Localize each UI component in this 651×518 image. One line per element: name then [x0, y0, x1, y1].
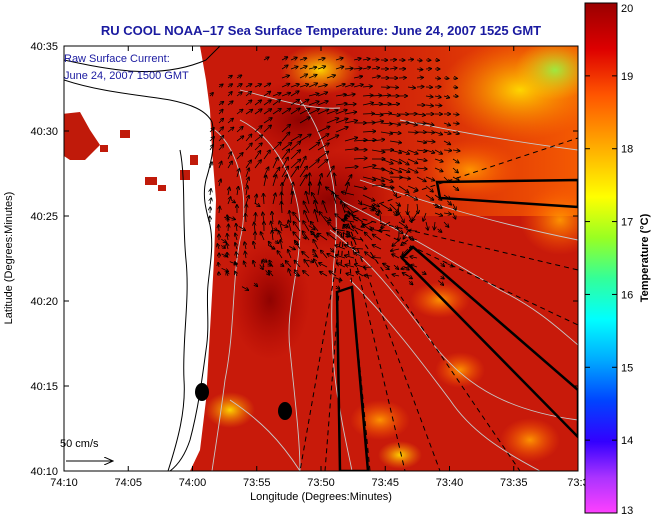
y-tick-label: 40:10	[30, 466, 58, 478]
coastline	[64, 79, 215, 471]
y-tick-label: 40:25	[30, 211, 58, 223]
x-tick-label: 74:05	[114, 477, 142, 489]
region-outline-south	[335, 285, 370, 471]
colorbar-tick-label: 20	[621, 3, 633, 15]
colorbar: 20 19 18 17 16 15 14 13 Temperature (°C)	[584, 2, 651, 517]
colorbar-tick-label: 14	[621, 435, 633, 447]
x-tick-label: 73:35	[500, 477, 528, 489]
x-tick-label: 74:10	[50, 477, 78, 489]
marker-dot-1	[195, 383, 209, 401]
study-region-outlines	[335, 178, 578, 471]
colorbar-ticks: 20 19 18 17 16 15 14 13	[585, 2, 633, 517]
x-tick-label: 73:40	[436, 477, 464, 489]
map-title: RU COOL NOAA–17 Sea Surface Temperature:…	[101, 23, 541, 38]
y-tick-label: 40:15	[30, 381, 58, 393]
y-tick-label: 40:30	[30, 126, 58, 138]
colorbar-tick-label: 18	[621, 144, 633, 156]
region-outline-southeast	[400, 245, 578, 439]
sst-nw-patch	[64, 112, 100, 160]
colorbar-tick-label: 13	[621, 505, 633, 517]
x-tick-label: 73:55	[243, 477, 271, 489]
x-tick-label: 73:50	[307, 477, 335, 489]
colorbar-tick-label: 16	[621, 289, 633, 301]
y-tick-label: 40:35	[30, 41, 58, 53]
y-axis: 40:35 40:30 40:25 40:20 40:15 40:10	[30, 41, 578, 478]
current-legend-line2: June 24, 2007 1500 GMT	[64, 70, 189, 82]
y-axis-label: Latitude (Degrees:Minutes)	[3, 192, 15, 325]
surface-current-vectors	[210, 57, 460, 290]
x-tick-label: 73:3	[567, 477, 588, 489]
marker-dot-2	[278, 402, 292, 420]
colorbar-label: Temperature (°C)	[639, 213, 651, 302]
sst-plot-area	[64, 46, 578, 471]
colorbar-tick-label: 17	[621, 217, 633, 229]
current-legend-line1: Raw Surface Current:	[64, 53, 170, 65]
colorbar-tick-label: 15	[621, 362, 633, 374]
x-tick-label: 73:45	[371, 477, 399, 489]
x-axis: 74:10 74:05 74:00 73:55 73:50 73:45 73:40 73:35…	[50, 46, 589, 489]
region-outline-east	[435, 178, 578, 209]
x-axis-label: Longitude (Degrees:Minutes)	[250, 491, 392, 503]
x-tick-label: 74:00	[179, 477, 207, 489]
colorbar-gradient	[584, 2, 618, 514]
y-tick-label: 40:20	[30, 296, 58, 308]
scale-bar-label: 50 cm/s	[60, 438, 99, 450]
colorbar-tick-label: 19	[621, 71, 633, 83]
